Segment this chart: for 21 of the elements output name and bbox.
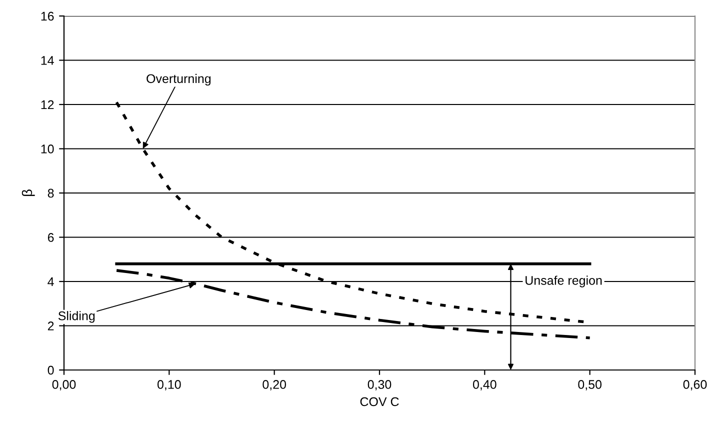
- x-tick-label: 0,00: [52, 380, 76, 390]
- x-tick-label: 0,20: [262, 380, 286, 390]
- y-tick-label: 0: [48, 366, 54, 375]
- y-tick-label: 4: [48, 277, 54, 286]
- annotation: Unsafe region: [526, 276, 602, 288]
- y-tick-label: 12: [41, 100, 54, 110]
- y-tick-label: 10: [41, 144, 54, 154]
- y-tick-label: 16: [41, 12, 54, 21]
- x-tick-label: 0,60: [683, 380, 707, 390]
- x-tick-label: 0,30: [368, 380, 392, 390]
- y-tick-label: 6: [48, 233, 54, 242]
- y-axis-title: β: [22, 190, 35, 196]
- y-tick-label: 8: [48, 188, 54, 198]
- text: Overturning: [146, 74, 211, 86]
- x-tick-label: 0,10: [157, 380, 181, 390]
- x-tick-label: 0,50: [578, 380, 602, 390]
- y-tick-label: 2: [48, 322, 54, 330]
- x-axis-title: COV C: [360, 397, 399, 406]
- text: Sliding: [58, 311, 95, 323]
- y-tick-label: 14: [41, 56, 54, 65]
- x-tick-label: 0,40: [472, 380, 496, 390]
